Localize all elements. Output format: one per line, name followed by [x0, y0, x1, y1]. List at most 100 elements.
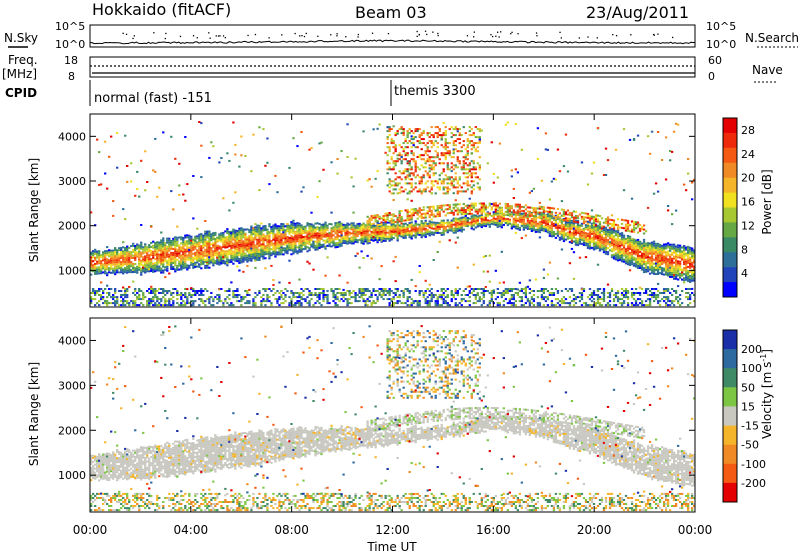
power-cell — [420, 224, 423, 227]
power-cell — [346, 222, 349, 225]
power-cell — [120, 261, 123, 264]
power-cell — [434, 140, 437, 143]
power-cell — [480, 214, 483, 216]
power-cell — [292, 226, 295, 229]
power-cell — [158, 292, 161, 294]
power-cell — [164, 250, 167, 253]
power-cell — [566, 290, 570, 292]
power-cell — [226, 254, 229, 257]
power-cell — [290, 245, 293, 248]
power-cell — [478, 142, 481, 145]
power-cell — [418, 142, 421, 145]
power-cell — [482, 204, 485, 207]
power-cell — [190, 294, 193, 296]
power-cell — [494, 217, 497, 220]
power-cell — [166, 259, 169, 262]
power-cell — [416, 233, 419, 236]
power-cell — [414, 166, 417, 169]
power-cell — [254, 256, 257, 259]
power-cell — [388, 231, 391, 234]
power-cell — [122, 294, 125, 296]
power-cell — [264, 288, 267, 290]
power-cell — [410, 231, 413, 234]
power-cell — [434, 162, 437, 165]
power-cell — [284, 296, 287, 299]
power-cell — [416, 166, 419, 169]
power-cell — [576, 242, 580, 245]
power-cell — [228, 239, 231, 242]
power-cell — [522, 304, 526, 307]
power-cell — [196, 237, 199, 240]
power-cell — [568, 227, 572, 229]
power-cell — [452, 211, 455, 214]
power-cell — [504, 219, 507, 222]
power-cell — [578, 230, 582, 233]
power-cell — [362, 242, 365, 245]
power-cell — [264, 225, 267, 227]
power-cell — [416, 304, 419, 307]
power-cell — [142, 258, 145, 261]
power-cell — [436, 221, 439, 224]
power-cell — [298, 222, 301, 225]
power-cell — [246, 265, 249, 267]
power-cell — [564, 220, 568, 223]
power-cell — [226, 290, 229, 292]
power-cell — [388, 237, 391, 240]
power-cell — [148, 244, 151, 247]
power-cell — [288, 304, 291, 307]
power-cell — [324, 235, 327, 238]
power-cell — [464, 148, 467, 151]
power-cell — [564, 234, 568, 237]
power-cell — [502, 300, 505, 303]
power-cell — [476, 142, 479, 145]
power-cell — [482, 224, 485, 227]
power-cell — [466, 184, 469, 187]
power-cell — [398, 220, 401, 223]
power-cell — [270, 252, 273, 255]
power-cell — [464, 216, 467, 219]
freq-frame — [89, 56, 696, 78]
power-cell — [348, 227, 351, 230]
power-cell — [406, 168, 409, 171]
power-cell — [474, 148, 477, 151]
power-cell — [556, 232, 560, 235]
power-cell — [318, 302, 321, 305]
power-cell — [250, 257, 253, 260]
power-cell — [570, 227, 574, 230]
power-cell — [304, 243, 307, 246]
power-cell — [422, 234, 425, 237]
power-cell — [434, 215, 437, 218]
power-cell — [346, 304, 349, 307]
power-cell — [302, 242, 305, 244]
power-cell — [104, 254, 107, 257]
power-cell — [548, 216, 552, 219]
power-cell — [434, 229, 437, 232]
power-cell — [432, 233, 435, 236]
power-cell — [434, 227, 437, 230]
power-cell — [430, 188, 433, 191]
power-cell — [422, 226, 425, 229]
power-cell — [160, 241, 163, 244]
power-cell — [410, 225, 413, 228]
power-cell — [418, 188, 421, 191]
power-cell — [464, 158, 467, 161]
power-cell — [450, 211, 453, 214]
power-cell — [572, 236, 576, 239]
power-cell — [408, 182, 411, 185]
power-cell — [432, 213, 435, 216]
power-cell — [136, 243, 139, 246]
power-cell — [426, 172, 429, 175]
power-cell — [582, 227, 586, 230]
power-cell — [366, 300, 369, 303]
power-cell — [292, 296, 295, 299]
power-cell — [226, 232, 229, 235]
power-cell — [470, 215, 473, 218]
power-cell — [466, 285, 469, 288]
power-cell — [122, 250, 125, 253]
power-cell — [238, 243, 241, 246]
power-cell — [410, 184, 413, 187]
power-cell — [512, 304, 515, 307]
power-cell — [486, 219, 489, 222]
power-cell — [438, 162, 441, 165]
power-cell — [560, 229, 564, 232]
